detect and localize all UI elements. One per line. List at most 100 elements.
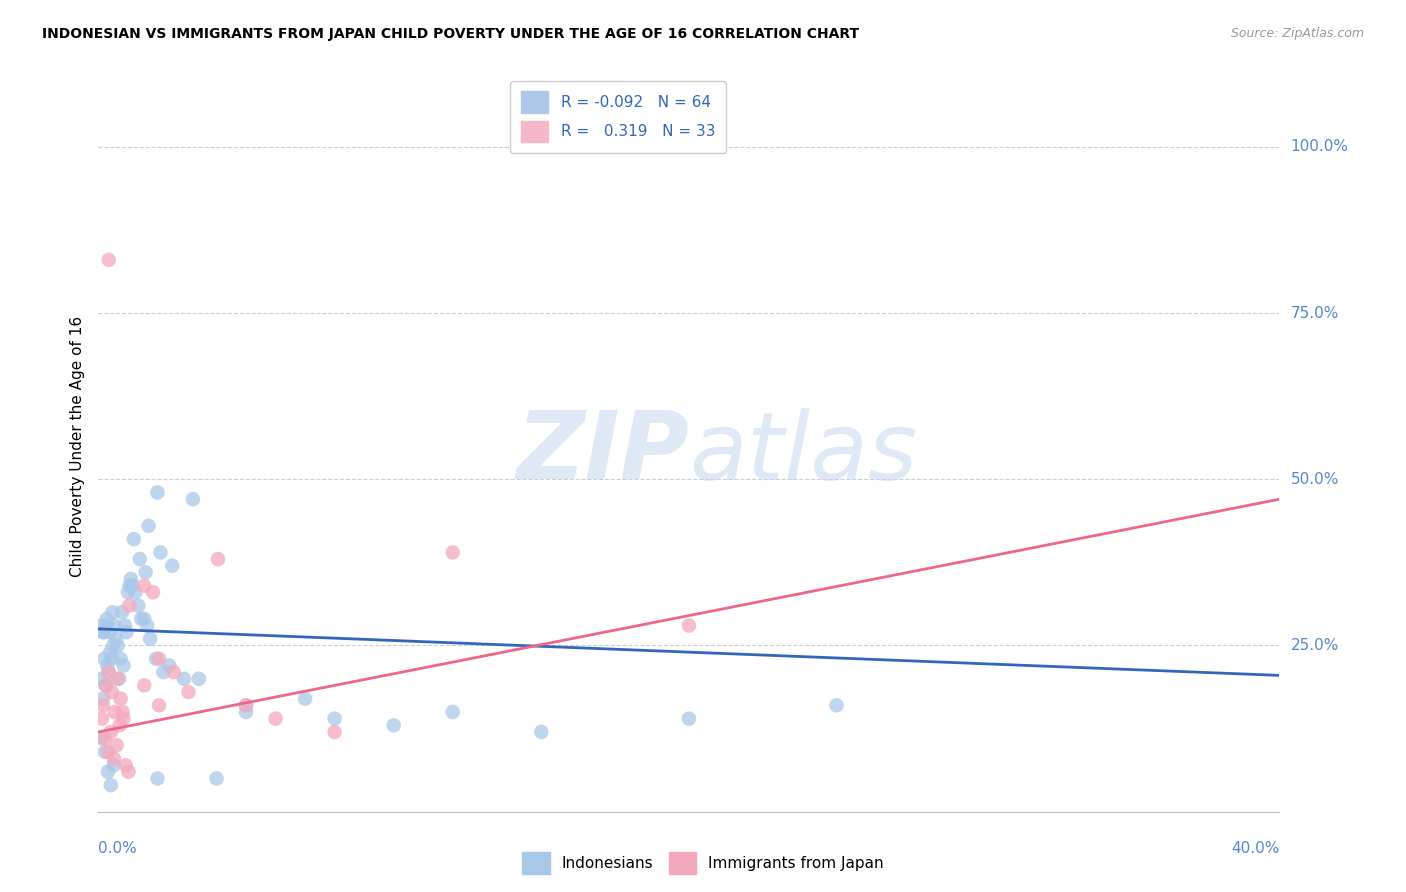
Point — [128, 552, 150, 566]
Point — [122, 532, 145, 546]
Point — [124, 585, 146, 599]
Point — [115, 625, 138, 640]
Point — [101, 605, 124, 619]
Point — [112, 658, 135, 673]
Point — [134, 579, 156, 593]
Point — [93, 652, 115, 666]
Point — [91, 712, 114, 726]
Point — [91, 618, 114, 632]
Point — [91, 625, 114, 640]
Point — [207, 552, 229, 566]
Point — [121, 579, 143, 593]
Point — [129, 612, 152, 626]
Point — [120, 572, 142, 586]
Point — [91, 731, 114, 746]
Point — [94, 745, 117, 759]
Point — [294, 691, 316, 706]
Point — [205, 772, 228, 786]
Y-axis label: Child Poverty Under the Age of 16: Child Poverty Under the Age of 16 — [69, 316, 84, 576]
Text: 25.0%: 25.0% — [1291, 638, 1339, 653]
Point — [111, 605, 134, 619]
Point — [97, 665, 120, 679]
Text: ZIP: ZIP — [516, 408, 689, 500]
Point — [90, 672, 112, 686]
Point — [181, 492, 204, 507]
Point — [138, 518, 160, 533]
Point — [139, 632, 162, 646]
Point — [103, 758, 125, 772]
Point — [145, 652, 167, 666]
Point — [825, 698, 848, 713]
Point — [187, 672, 209, 686]
Point — [177, 685, 200, 699]
Point — [118, 599, 141, 613]
Point — [441, 705, 464, 719]
Point — [105, 738, 128, 752]
Point — [117, 585, 139, 599]
Point — [146, 772, 169, 786]
Point — [100, 685, 122, 699]
Point — [146, 485, 169, 500]
Point — [98, 645, 121, 659]
Point — [152, 665, 174, 679]
Point — [97, 745, 120, 759]
Point — [94, 678, 117, 692]
Point — [149, 545, 172, 559]
Point — [91, 698, 114, 713]
Point — [94, 678, 117, 692]
Point — [98, 625, 121, 640]
Point — [114, 618, 136, 632]
Point — [382, 718, 405, 732]
Point — [110, 691, 132, 706]
Point — [97, 764, 120, 779]
Point — [530, 725, 553, 739]
Point — [142, 585, 165, 599]
Point — [162, 558, 183, 573]
Point — [235, 705, 257, 719]
Point — [323, 712, 346, 726]
Point — [117, 764, 139, 779]
Point — [127, 599, 149, 613]
Point — [134, 678, 156, 692]
Point — [104, 618, 127, 632]
Point — [94, 731, 117, 746]
Point — [104, 705, 127, 719]
Point — [111, 705, 134, 719]
Point — [148, 698, 170, 713]
Point — [118, 579, 141, 593]
Point — [441, 545, 464, 559]
Text: INDONESIAN VS IMMIGRANTS FROM JAPAN CHILD POVERTY UNDER THE AGE OF 16 CORRELATIO: INDONESIAN VS IMMIGRANTS FROM JAPAN CHIL… — [42, 27, 859, 41]
Point — [108, 718, 131, 732]
Point — [678, 712, 700, 726]
Text: 50.0%: 50.0% — [1291, 472, 1339, 487]
Point — [96, 618, 118, 632]
Point — [235, 698, 257, 713]
Point — [91, 691, 114, 706]
Point — [100, 778, 122, 792]
Point — [96, 612, 118, 626]
Point — [105, 632, 128, 646]
Text: 40.0%: 40.0% — [1232, 841, 1279, 856]
Legend: Indonesians, Immigrants from Japan: Indonesians, Immigrants from Japan — [516, 846, 890, 880]
Point — [235, 698, 257, 713]
Point — [678, 618, 700, 632]
Point — [103, 639, 125, 653]
Text: 0.0%: 0.0% — [98, 841, 138, 856]
Point — [96, 658, 118, 673]
Point — [103, 751, 125, 765]
Point — [148, 652, 170, 666]
Point — [97, 252, 120, 267]
Point — [107, 672, 129, 686]
Point — [97, 665, 120, 679]
Point — [135, 566, 157, 580]
Point — [264, 712, 287, 726]
Point — [136, 618, 159, 632]
Point — [134, 612, 156, 626]
Point — [100, 725, 122, 739]
Text: atlas: atlas — [689, 408, 917, 499]
Point — [107, 639, 129, 653]
Point — [157, 658, 180, 673]
Point — [110, 652, 132, 666]
Point — [163, 665, 186, 679]
Legend: R = -0.092   N = 64, R =   0.319   N = 33: R = -0.092 N = 64, R = 0.319 N = 33 — [510, 80, 725, 153]
